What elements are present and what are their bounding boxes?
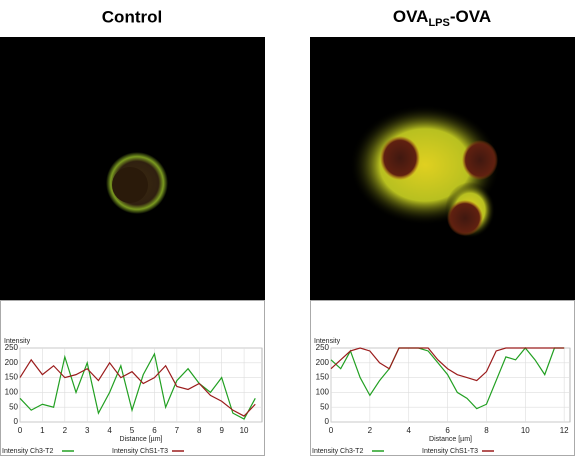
x-tick-label: 1 xyxy=(40,426,45,435)
data-line xyxy=(19,358,256,417)
title-main: OVA xyxy=(393,7,429,26)
title-end: -OVA xyxy=(450,7,491,26)
y-tick-label: 0 xyxy=(14,417,19,426)
x-axis-label: Distance [µm] xyxy=(120,436,163,443)
x-tick-label: 5 xyxy=(130,426,135,435)
x-tick-label: 2 xyxy=(368,426,373,435)
x-tick-label: 4 xyxy=(107,426,112,435)
y-axis-label: Intensity xyxy=(4,338,31,345)
y-tick-label: 200 xyxy=(316,358,330,367)
x-tick-label: 4 xyxy=(406,426,411,435)
y-tick-label: 150 xyxy=(316,373,330,382)
nucleus xyxy=(112,167,148,203)
x-tick-label: 12 xyxy=(560,426,569,435)
legend-label: Intensity Ch3-T2 xyxy=(312,448,363,455)
legend-label: Intensity ChS1-T3 xyxy=(422,448,478,455)
y-tick-label: 100 xyxy=(5,388,19,397)
x-tick-label: 3 xyxy=(85,426,90,435)
x-tick-label: 7 xyxy=(175,426,180,435)
legend-label: Intensity Ch3-T2 xyxy=(2,448,53,455)
x-tick-label: 6 xyxy=(445,426,450,435)
nucleus xyxy=(380,136,420,180)
x-tick-label: 6 xyxy=(152,426,157,435)
y-tick-label: 50 xyxy=(9,402,18,411)
nucleus xyxy=(462,140,498,180)
y-tick-label: 100 xyxy=(316,388,330,397)
y-tick-label: 0 xyxy=(325,417,330,426)
data-line xyxy=(19,352,256,420)
data-line xyxy=(330,347,565,382)
x-tick-label: 2 xyxy=(63,426,68,435)
x-tick-label: 10 xyxy=(240,426,249,435)
nucleus xyxy=(447,200,483,236)
legend-label: Intensity ChS1-T3 xyxy=(112,448,168,455)
y-tick-label: 250 xyxy=(316,343,330,352)
x-tick-label: 8 xyxy=(197,426,202,435)
panel-title: OVALPS-OVA xyxy=(393,7,491,28)
x-tick-label: 0 xyxy=(329,426,334,435)
x-tick-label: 9 xyxy=(219,426,224,435)
y-tick-label: 50 xyxy=(320,402,329,411)
panel-title: Control xyxy=(102,7,162,26)
title-subscript: LPS xyxy=(428,17,449,29)
x-tick-label: 10 xyxy=(521,426,530,435)
plot-area xyxy=(19,347,263,423)
y-tick-label: 250 xyxy=(5,343,19,352)
y-tick-label: 200 xyxy=(5,358,19,367)
y-tick-label: 150 xyxy=(5,373,19,382)
x-tick-label: 8 xyxy=(484,426,489,435)
x-tick-label: 0 xyxy=(18,426,23,435)
y-axis-label: Intensity xyxy=(314,338,341,345)
x-axis-label: Distance [µm] xyxy=(429,436,472,443)
